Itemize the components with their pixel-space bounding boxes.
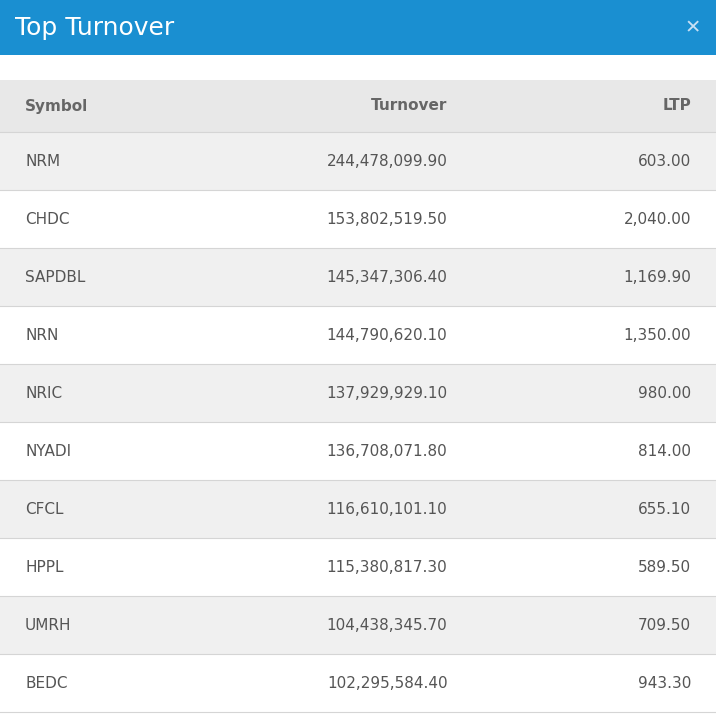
Text: NRM: NRM — [25, 153, 60, 169]
Text: Symbol: Symbol — [25, 98, 88, 114]
Text: BEDC: BEDC — [25, 675, 67, 691]
Bar — [0, 132, 716, 190]
Text: NRN: NRN — [25, 327, 59, 342]
Text: Turnover: Turnover — [371, 98, 448, 114]
Text: 137,929,929.10: 137,929,929.10 — [326, 385, 448, 400]
Text: NRIC: NRIC — [25, 385, 62, 400]
Text: ✕: ✕ — [684, 18, 701, 37]
Text: CHDC: CHDC — [25, 211, 69, 227]
Bar — [0, 0, 716, 55]
Bar — [0, 538, 716, 596]
Text: 943.30: 943.30 — [637, 675, 691, 691]
Text: CFCL: CFCL — [25, 502, 64, 516]
Bar — [0, 596, 716, 654]
Text: 115,380,817.30: 115,380,817.30 — [326, 560, 448, 575]
Text: 244,478,099.90: 244,478,099.90 — [326, 153, 448, 169]
Text: 136,708,071.80: 136,708,071.80 — [326, 444, 448, 458]
Text: 814.00: 814.00 — [638, 444, 691, 458]
Text: 1,350.00: 1,350.00 — [624, 327, 691, 342]
Text: NYADI: NYADI — [25, 444, 71, 458]
Bar — [0, 480, 716, 538]
Text: 116,610,101.10: 116,610,101.10 — [326, 502, 448, 516]
Bar — [0, 80, 716, 132]
Text: 655.10: 655.10 — [638, 502, 691, 516]
Bar — [0, 364, 716, 422]
Text: 709.50: 709.50 — [638, 618, 691, 633]
Text: 144,790,620.10: 144,790,620.10 — [326, 327, 448, 342]
Text: 2,040.00: 2,040.00 — [624, 211, 691, 227]
Bar — [0, 422, 716, 480]
Bar — [0, 306, 716, 364]
Text: 1,169.90: 1,169.90 — [623, 269, 691, 285]
Text: LTP: LTP — [662, 98, 691, 114]
Text: 145,347,306.40: 145,347,306.40 — [326, 269, 448, 285]
Text: 980.00: 980.00 — [638, 385, 691, 400]
Bar — [0, 190, 716, 248]
Text: Top Turnover: Top Turnover — [15, 15, 174, 40]
Text: HPPL: HPPL — [25, 560, 64, 575]
Text: SAPDBL: SAPDBL — [25, 269, 85, 285]
Bar — [0, 248, 716, 306]
Text: 104,438,345.70: 104,438,345.70 — [326, 618, 448, 633]
Text: 603.00: 603.00 — [638, 153, 691, 169]
Text: 589.50: 589.50 — [638, 560, 691, 575]
Text: 153,802,519.50: 153,802,519.50 — [326, 211, 448, 227]
Bar — [0, 654, 716, 712]
Text: 102,295,584.40: 102,295,584.40 — [327, 675, 448, 691]
Text: UMRH: UMRH — [25, 618, 72, 633]
